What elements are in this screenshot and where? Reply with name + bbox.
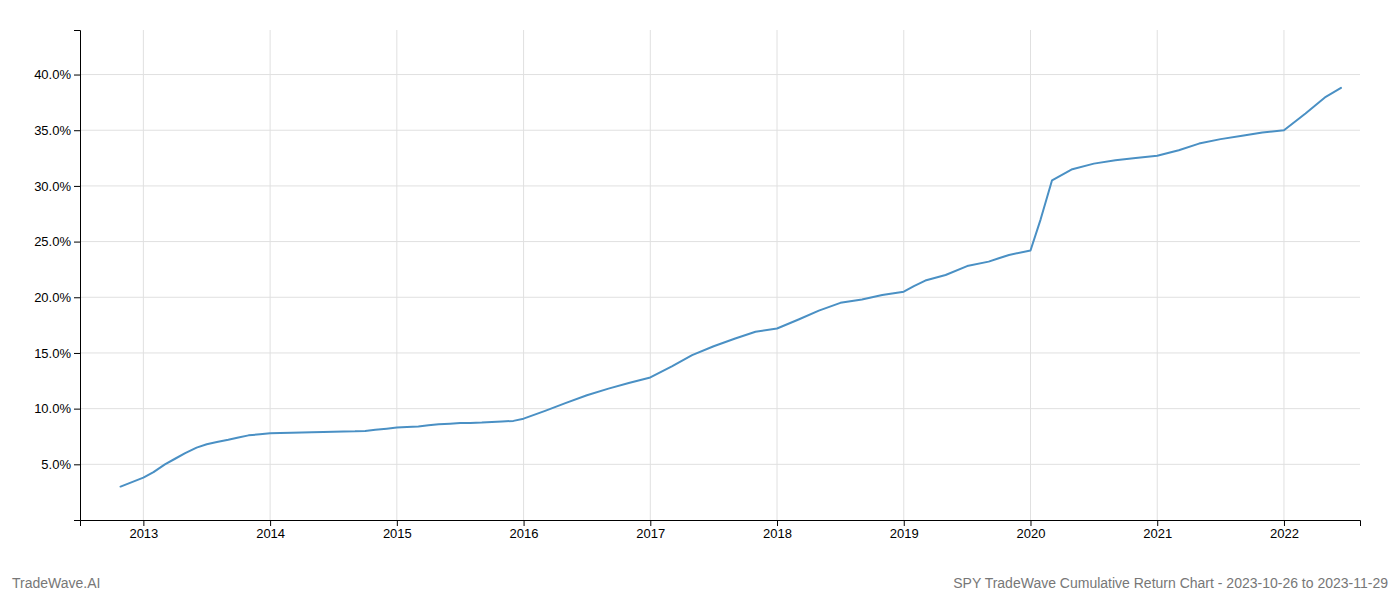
y-axis: 5.0% 10.0% 15.0% 20.0% 25.0% 30.0% 35.0% 40.0% [34,31,80,521]
y-tick: 25.0% [34,234,80,249]
x-tick-label: 2022 [1270,526,1299,541]
x-tick-label: 2013 [129,526,158,541]
x-tick-mark [1030,520,1031,526]
x-grid-line [903,30,904,520]
y-tick-label: 40.0% [34,67,71,82]
y-axis-line [74,31,81,521]
y-grid-line [80,74,1360,75]
x-tick-mark [650,520,651,526]
y-tick-label: 5.0% [41,457,71,472]
x-tick: 2016 [510,520,539,541]
x-tick: 2022 [1270,520,1299,541]
x-tick: 2018 [763,520,792,541]
x-grid-line [523,30,524,520]
line [121,88,1341,487]
x-tick: 2019 [890,520,919,541]
x-tick-label: 2018 [763,526,792,541]
y-tick: 30.0% [34,179,80,194]
y-grid-line [80,408,1360,409]
y-tick-label: 10.0% [34,401,71,416]
x-axis-line [81,521,1361,527]
x-grid-line [1030,30,1031,520]
x-grid-line [650,30,651,520]
chart: 2013 2014 2015 2016 2017 2018 2019 2020 2021 2022… [0,0,1400,600]
x-axis: 2013 2014 2015 2016 2017 2018 2019 2020 2021 2022 [81,520,1361,541]
x-tick-label: 2020 [1017,526,1046,541]
y-grid-line [80,297,1360,298]
y-tick-label: 35.0% [34,123,71,138]
x-tick-label: 2014 [256,526,285,541]
y-tick-mark [74,130,80,131]
y-grid-line [80,130,1360,131]
x-tick-mark [777,520,778,526]
y-tick-mark [74,353,80,354]
x-grid-line [143,30,144,520]
plot: 2013 2014 2015 2016 2017 2018 2019 2020 2021 2022… [34,30,1360,541]
y-tick-mark [74,464,80,465]
y-tick-mark [74,409,80,410]
x-grid-line [396,30,397,520]
x-tick: 2013 [129,520,158,541]
y-grid-line [80,241,1360,242]
x-tick-mark [397,520,398,526]
x-tick-mark [524,520,525,526]
x-grid-line [1157,30,1158,520]
footer-right: SPY TradeWave Cumulative Return Chart - … [953,575,1388,591]
x-tick: 2015 [383,520,412,541]
x-tick: 2021 [1143,520,1172,541]
x-tick: 2017 [636,520,665,541]
y-tick: 5.0% [41,457,80,472]
y-tick: 35.0% [34,123,80,138]
x-grid-line [777,30,778,520]
x-tick-mark [270,520,271,526]
y-tick-label: 25.0% [34,234,71,249]
x-tick-label: 2017 [636,526,665,541]
y-tick-mark [74,75,80,76]
y-tick-label: 30.0% [34,179,71,194]
y-tick-mark [74,186,80,187]
x-tick-mark [1284,520,1285,526]
y-grid-line [80,352,1360,353]
y-tick-label: 20.0% [34,290,71,305]
y-tick: 40.0% [34,67,80,82]
x-tick-mark [904,520,905,526]
x-tick: 2014 [256,520,285,541]
x-tick-label: 2016 [510,526,539,541]
y-tick-label: 15.0% [34,346,71,361]
x-tick-label: 2021 [1143,526,1172,541]
x-tick-label: 2015 [383,526,412,541]
x-grid-line [270,30,271,520]
y-tick: 20.0% [34,290,80,305]
y-grid-line [80,464,1360,465]
y-tick-mark [74,242,80,243]
footer-left: TradeWave.AI [12,575,100,591]
grid [80,30,1360,520]
marks [121,88,1341,487]
y-grid-line [80,185,1360,186]
x-tick-mark [1157,520,1158,526]
y-tick: 15.0% [34,346,80,361]
y-tick: 10.0% [34,401,80,416]
x-grid-line [1283,30,1284,520]
x-tick-mark [143,520,144,526]
y-tick-mark [74,297,80,298]
x-tick: 2020 [1017,520,1046,541]
x-tick-label: 2019 [890,526,919,541]
